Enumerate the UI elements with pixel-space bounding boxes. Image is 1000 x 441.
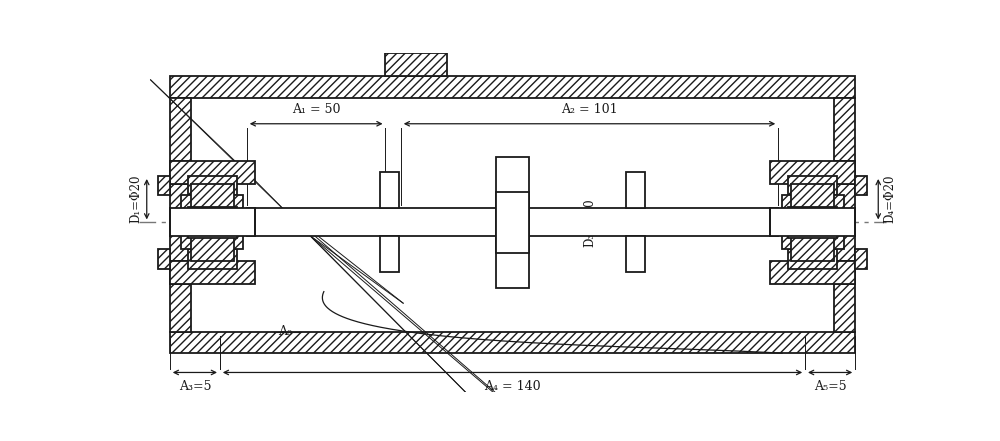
Bar (170, 161, 191, 184)
Bar (855, 249, 867, 269)
Bar (191, 236, 234, 261)
Text: A₁ = 50: A₁ = 50 (292, 103, 340, 116)
Bar (181, 195, 243, 249)
Bar (247, 209, 778, 236)
Bar (834, 161, 855, 184)
Bar (770, 209, 855, 236)
Bar (791, 236, 834, 261)
Bar (788, 176, 837, 195)
Bar (380, 172, 399, 209)
Bar (496, 191, 529, 253)
Bar (855, 176, 867, 195)
Text: D₄=Φ20: D₄=Φ20 (883, 175, 896, 224)
Text: A₀: A₀ (278, 325, 292, 338)
Text: A₂ = 101: A₂ = 101 (561, 103, 618, 116)
Bar (788, 207, 837, 238)
Bar (626, 172, 645, 209)
Bar (170, 97, 191, 332)
Bar (170, 209, 255, 236)
Bar (188, 207, 237, 238)
Text: A₃=5: A₃=5 (179, 380, 211, 393)
Bar (170, 261, 191, 284)
Text: A₅=5: A₅=5 (814, 380, 846, 393)
Bar (170, 161, 255, 184)
Bar (158, 176, 170, 195)
Bar (191, 184, 234, 209)
Text: D₃=Φ30: D₃=Φ30 (583, 198, 596, 247)
Bar (188, 249, 237, 269)
Bar (188, 176, 237, 195)
Bar (170, 76, 855, 97)
Text: A₄ = 140: A₄ = 140 (484, 380, 541, 393)
Bar (158, 249, 170, 269)
Text: D₁=Φ20: D₁=Φ20 (129, 175, 142, 224)
Bar (770, 161, 855, 184)
Bar (385, 53, 447, 76)
Bar (496, 157, 529, 288)
Bar (170, 332, 855, 353)
Bar (170, 261, 255, 284)
Bar (626, 236, 645, 273)
Bar (380, 236, 399, 273)
Bar (782, 195, 844, 249)
Text: D₂=Φ30: D₂=Φ30 (383, 198, 396, 247)
Bar (770, 261, 855, 284)
Bar (791, 184, 834, 209)
Bar (834, 261, 855, 284)
Bar (788, 249, 837, 269)
Bar (834, 97, 855, 332)
